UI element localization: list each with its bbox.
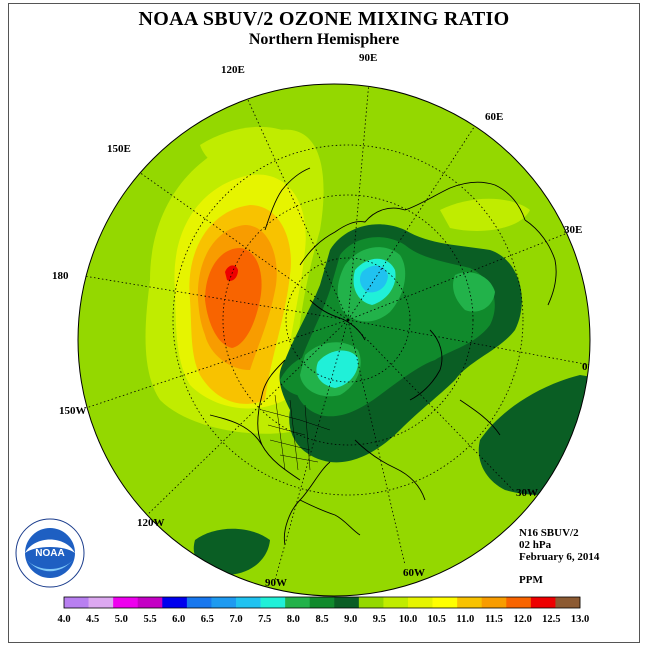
colorbar-swatch	[211, 597, 237, 608]
colorbar-swatch	[432, 597, 458, 608]
colorbar-tick-label: 12.5	[542, 614, 560, 625]
units-label: PPM	[519, 574, 543, 586]
map-title: NOAA SBUV/2 OZONE MIXING RATIO	[138, 8, 510, 30]
colorbar-swatch	[137, 597, 163, 608]
meridian-label-120e: 120E	[221, 64, 245, 76]
colorbar-tick-label: 10.5	[427, 614, 445, 625]
colorbar-tick-label: 9.5	[373, 614, 386, 625]
colorbar-swatch	[555, 597, 581, 608]
meridian-label-30e: 30E	[564, 224, 582, 236]
colorbar-tick-label: 4.0	[57, 614, 70, 625]
map-subtitle: Northern Hemisphere	[248, 31, 400, 48]
ozone-level-7	[316, 350, 359, 388]
colorbar-swatch	[383, 597, 409, 608]
colorbar-swatch	[481, 597, 507, 608]
colorbar-tick-label: 7.0	[229, 614, 242, 625]
colorbar-swatch	[236, 597, 261, 608]
colorbar-swatch	[358, 597, 384, 608]
meridian-label-60w: 60W	[403, 567, 425, 579]
date-label: February 6, 2014	[519, 551, 600, 563]
colorbar-tick-label: 11.5	[485, 614, 503, 625]
ozone-field	[78, 84, 590, 596]
meridian-label-90w: 90W	[265, 577, 287, 589]
colorbar-tick-label: 5.0	[115, 614, 128, 625]
colorbar-swatch	[162, 597, 188, 608]
ozone-level-8-5	[193, 528, 270, 575]
colorbar-swatch	[64, 597, 89, 608]
political-boundaries	[261, 394, 331, 471]
colorbar-tick-label: 5.5	[143, 614, 156, 625]
colorbar-tick-label: 9.0	[344, 614, 357, 625]
colorbar-ticks: 4.0 4.5 5.0 5.5 6.0 6.5 7.0 7.5 8.0 8.5 9.0 9.5 10.0…	[57, 614, 589, 625]
ozone-level-12	[205, 248, 262, 348]
colorbar-tick-label: 8.0	[287, 614, 300, 625]
colorbar-tick-label: 10.0	[399, 614, 417, 625]
meridian-label-120w: 120W	[137, 517, 165, 529]
colorbar-tick-label: 6.5	[201, 614, 214, 625]
ozone-level-7-5	[453, 272, 495, 312]
colorbar-swatch	[506, 597, 532, 608]
ozone-level-12-5	[225, 265, 238, 281]
meridian-label-0: 0	[582, 361, 588, 373]
ozone-level-6-5	[359, 265, 388, 293]
meridian-label-150e: 150E	[107, 143, 131, 155]
colorbar-tick-label: 7.5	[258, 614, 271, 625]
colorbar-tick-label: 6.0	[172, 614, 185, 625]
meridian-label-180: 180	[52, 270, 69, 282]
colorbar-tick-label: 13.0	[571, 614, 589, 625]
pressure-level: 02 hPa	[519, 539, 552, 551]
ozone-level-10	[440, 198, 530, 231]
colorbar-swatch	[309, 597, 335, 608]
meridian-label-30w: 30W	[516, 487, 538, 499]
colorbar-swatch	[530, 597, 556, 608]
satellite-label: N16 SBUV/2	[519, 527, 579, 539]
colorbar-swatch	[88, 597, 114, 608]
logo-lettering: NOAA	[35, 548, 64, 559]
noaa-logo: NOAA	[15, 518, 85, 588]
ozone-level-10	[200, 126, 310, 177]
colorbar-swatch	[113, 597, 139, 608]
colorbar-frame	[63, 596, 581, 609]
colorbar-tick-label: 12.0	[513, 614, 531, 625]
colorbar-swatch	[457, 597, 483, 608]
colorbar	[64, 597, 581, 608]
colorbar-swatch	[408, 597, 433, 608]
coastlines	[209, 167, 557, 546]
meridian-label-90e: 90E	[359, 52, 377, 64]
graticule	[78, 84, 590, 581]
colorbar-swatch	[186, 597, 212, 608]
meridian-label-150w: 150W	[59, 405, 87, 417]
colorbar-tick-label: 8.5	[315, 614, 328, 625]
colorbar-swatch	[260, 597, 286, 608]
colorbar-tick-label: 11.0	[456, 614, 474, 625]
hemisphere-boundary	[77, 83, 591, 597]
colorbar-swatch	[334, 597, 360, 608]
colorbar-swatch	[285, 597, 311, 608]
meridian-label-60e: 60E	[485, 111, 503, 123]
colorbar-tick-label: 4.5	[86, 614, 99, 625]
